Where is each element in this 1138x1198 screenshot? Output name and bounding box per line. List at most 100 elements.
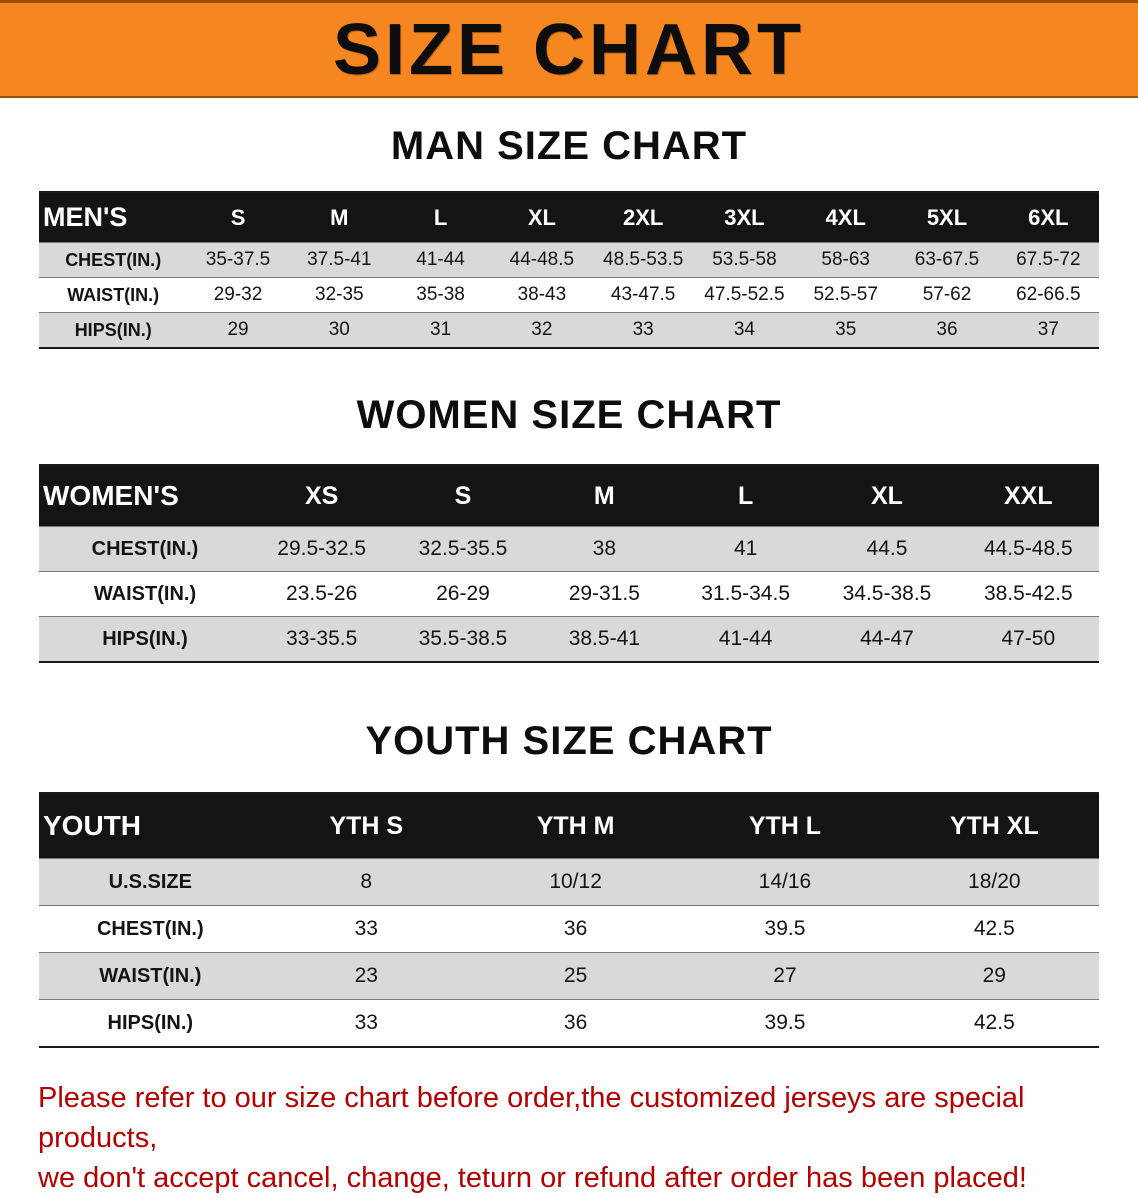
table-row: CHEST(IN.) 33 36 39.5 42.5 [39,905,1099,953]
size-value: 33 [632,319,654,340]
size-value: 44.5-48.5 [983,537,1073,560]
table-row: HIPS(IN.) 29 30 31 32 33 34 35 36 37 [39,312,1099,348]
column-header: L [674,465,817,527]
size-value: 48.5-53.5 [603,249,684,270]
column-header: M [533,465,675,527]
size-value: 26-29 [436,582,490,605]
column-header: YTH M [470,793,681,859]
order-policy-note: Please refer to our size chart before or… [38,1078,1100,1198]
column-header: 3XL [693,192,796,243]
column-header: S [392,465,534,527]
size-value: 53.5-58 [712,249,777,270]
size-value: 29 [982,964,1006,987]
column-header: S [187,192,289,243]
size-value: 23.5-26 [286,582,358,605]
row-label: CHEST(IN.) [96,917,204,940]
row-label: WAIST(IN.) [99,964,202,987]
youth-section-heading: YOUTH SIZE CHART [365,719,773,763]
note-line-1: Please refer to our size chart before or… [38,1082,1025,1155]
row-label: HIPS(IN.) [107,1011,194,1034]
size-value: 33 [354,1011,378,1034]
table-row: HIPS(IN.) 33-35.5 35.5-38.5 38.5-41 41-44 44-… [39,616,1099,662]
size-value: 25 [563,964,588,987]
size-value: 34.5-38.5 [842,582,932,605]
size-value: 39.5 [764,1011,806,1034]
table-row: WAIST(IN.) 23.5-26 26-29 29-31.5 31.5-34.5 34… [39,571,1099,617]
size-value: 38 [592,537,616,560]
header-row: YOUTH YTH S YTH M YTH L YTH XL [39,793,1099,859]
table-row: WAIST(IN.) 29-32 32-35 35-38 38-43 43-47.5 47.… [39,277,1099,313]
size-value: 41-44 [718,627,773,650]
size-value: 38.5-42.5 [983,582,1073,605]
youth-size-table: YOUTH YTH S YTH M YTH L YTH XL U.S.SIZE 8 10/12… [39,792,1099,1048]
table-row: WAIST(IN.) 23 25 27 29 [39,952,1099,1000]
table-row: HIPS(IN.) 33 36 39.5 42.5 [39,999,1099,1047]
size-value: 63-67.5 [914,249,980,270]
size-value: 44.5 [866,537,908,560]
column-header: XL [491,192,593,243]
size-value: 29.5-32.5 [277,537,367,560]
size-value: 35-38 [416,284,465,305]
size-value: 38.5-41 [568,627,640,650]
row-label: CHEST(IN.) [91,537,199,560]
row-label: WAIST(IN.) [93,582,197,605]
size-value: 31.5-34.5 [701,582,791,605]
size-value: 35-37.5 [205,249,271,270]
size-chart-banner: SIZE CHART [0,0,1138,98]
column-header: 4XL [795,192,897,243]
women-section-heading: WOMEN SIZE CHART [356,393,782,437]
column-header: XS [251,465,393,527]
size-value: 36 [563,917,588,940]
column-header: 6XL [997,192,1099,243]
size-value: 39.5 [764,917,806,940]
size-value: 42.5 [973,917,1015,940]
size-value: 36 [563,1011,588,1034]
size-value: 36 [936,319,958,340]
table-title-cell: WOMEN'S [39,465,251,527]
size-value: 44-48.5 [509,249,575,270]
header-row: MEN'S S M L XL 2XL 3XL 4XL 5XL 6XL [39,192,1099,243]
size-value: 29-32 [213,284,263,305]
note-line-2: we don't accept cancel, change, teturn o… [38,1162,1027,1195]
column-header: M [288,192,390,243]
size-value: 41-44 [416,249,465,270]
header-row: WOMEN'S XS S M L XL XXL [39,465,1099,527]
size-value: 62-66.5 [1016,284,1081,305]
column-header: YTH XL [889,793,1099,859]
size-value: 14/16 [758,870,812,893]
size-value: 44-47 [860,627,914,650]
page-title: SIZE CHART [333,9,805,90]
size-value: 34 [733,319,755,340]
size-value: 37.5-41 [307,249,372,270]
size-value: 29-31.5 [568,582,640,605]
size-value: 42.5 [973,1011,1015,1034]
size-value: 43-47.5 [610,284,676,305]
size-value: 57-62 [922,284,972,305]
size-value: 23 [354,964,378,987]
table-row: U.S.SIZE 8 10/12 14/16 18/20 [39,858,1099,906]
size-value: 27 [773,964,797,987]
table-title-cell: MEN'S [39,192,188,243]
size-value: 67.5-72 [1016,249,1081,270]
size-value: 10/12 [549,870,602,893]
row-label: HIPS(IN.) [102,627,188,650]
table-row: CHEST(IN.) 29.5-32.5 32.5-35.5 38 41 44.5 44.5… [39,526,1099,572]
size-value: 30 [328,319,350,340]
size-value: 32-35 [315,284,364,305]
row-label: CHEST(IN.) [65,249,162,270]
size-value: 37 [1037,319,1059,340]
size-value: 33-35.5 [286,627,358,650]
table-title-cell: YOUTH [39,793,262,859]
size-value: 35 [835,319,857,340]
row-label: WAIST(IN.) [67,284,160,305]
size-value: 47.5-52.5 [704,284,785,305]
section-men: MAN SIZE CHART MEN'S S M L XL 2XL 3XL 4XL 5XL 6XL… [0,124,1138,349]
men-section-heading: MAN SIZE CHART [390,124,748,168]
size-value: 35.5-38.5 [418,627,508,650]
row-label: HIPS(IN.) [74,319,152,340]
size-value: 58-63 [821,249,871,270]
size-value: 47-50 [1001,627,1056,650]
section-women: WOMEN SIZE CHART WOMEN'S XS S M L XL XXL CHEST(… [0,393,1138,663]
column-header: 5XL [896,192,998,243]
size-value: 8 [360,870,373,893]
